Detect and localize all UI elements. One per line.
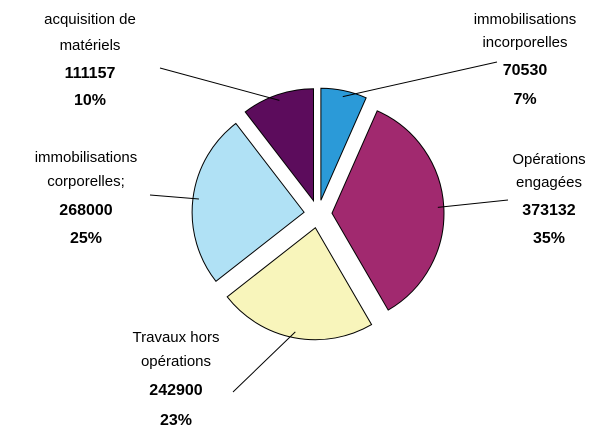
- leader-line: [342, 61, 498, 98]
- value-label: 268000: [59, 202, 112, 219]
- slice-label: incorporelles: [482, 34, 567, 51]
- leader-line: [159, 67, 280, 101]
- value-label: 111157: [65, 65, 116, 82]
- leader-line: [437, 199, 509, 208]
- slice-label: immobilisations: [35, 149, 138, 166]
- slice-label: opérations: [141, 353, 211, 370]
- leader-line: [232, 331, 296, 393]
- pie-slice: [226, 226, 373, 341]
- percent-label: 25%: [70, 230, 102, 247]
- slice-label: Travaux hors: [133, 329, 220, 346]
- slice-label: acquisition de: [44, 11, 136, 28]
- pie-slice: [320, 87, 367, 201]
- leader-line: [149, 194, 199, 200]
- pie-slice: [244, 88, 314, 203]
- slice-label: matériels: [60, 37, 121, 54]
- pie-slice: [331, 110, 445, 311]
- value-label: 70530: [503, 62, 548, 79]
- slice-label: corporelles;: [47, 173, 125, 190]
- value-label: 373132: [522, 202, 575, 219]
- slice-label: Opérations: [512, 151, 585, 168]
- percent-label: 10%: [74, 92, 106, 109]
- percent-label: 7%: [513, 91, 536, 108]
- percent-label: 35%: [533, 230, 565, 247]
- value-label: 242900: [149, 382, 202, 399]
- percent-label: 23%: [160, 412, 192, 429]
- slice-label: immobilisations: [474, 11, 577, 28]
- slice-label: engagées: [516, 174, 582, 191]
